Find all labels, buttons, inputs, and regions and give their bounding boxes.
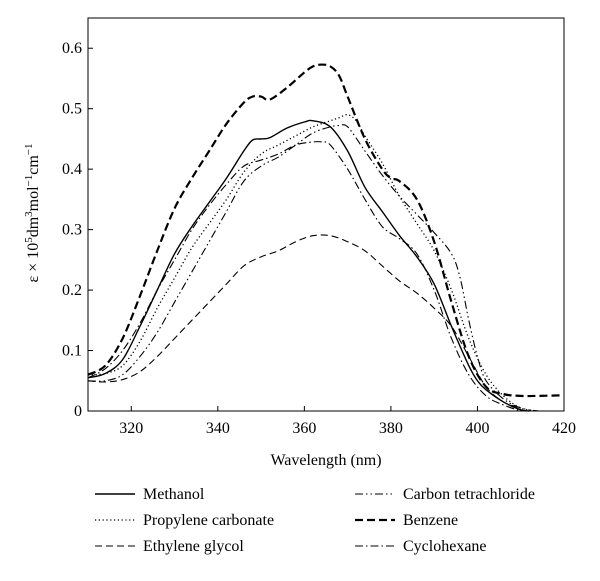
y-axis-title-exp4: −1: [23, 143, 35, 155]
series-line-carbon-tetrachloride: [87, 124, 539, 412]
legend-label-methanol: Methanol: [143, 486, 205, 503]
y-tick-label: 0.6: [62, 40, 82, 57]
y-axis-title-prefix: ε × 10: [25, 243, 42, 283]
y-tick-label: 0.1: [62, 343, 82, 360]
y-axis-title-exp3: −1: [23, 175, 35, 187]
y-axis-title-exp2: 3: [23, 211, 35, 217]
y-axis-title-mid2: mol: [25, 186, 42, 211]
x-tick-label: 380: [379, 420, 403, 437]
legend-label-cyclohexane: Cyclohexane: [403, 538, 487, 555]
y-axis-title-mid1: dm: [25, 216, 42, 237]
y-tick-label: 0: [74, 403, 82, 420]
y-tick-label: 0.5: [62, 101, 82, 118]
legend-label-ethylene-glycol: Ethylene glycol: [143, 538, 244, 555]
legend-label-propylene-carbonate: Propylene carbonate: [143, 512, 274, 529]
series-line-benzene: [87, 63, 565, 398]
x-tick-label: 360: [292, 420, 316, 437]
axis-ticks: 320 340 360 380 400 420 0 0.1 0.2 0.3 0.4 0.5 0.6: [62, 40, 576, 437]
legend-label-benzene: Benzene: [403, 512, 458, 529]
x-tick-label: 400: [465, 420, 489, 437]
series-layer: [87, 63, 565, 412]
y-axis-title-exp1: 5: [23, 237, 35, 243]
legend: Methanol Propylene carbonate Ethylene glyc…: [95, 486, 535, 555]
series-line-propylene-carbonate: [87, 114, 539, 412]
y-tick-label: 0.3: [62, 222, 82, 239]
series-line-ethylene-glycol: [87, 234, 521, 409]
series-line-cyclohexane: [87, 141, 521, 412]
y-tick-label: 0.2: [62, 282, 82, 299]
x-tick-label: 320: [119, 420, 143, 437]
legend-label-carbon-tetrachloride: Carbon tetrachloride: [403, 486, 535, 503]
y-axis-title: ε × 105dm3mol−1cm−1: [23, 143, 42, 282]
plot-frame: [87, 17, 565, 412]
y-tick-label: 0.4: [62, 161, 82, 178]
x-tick-label: 340: [206, 420, 230, 437]
x-tick-label: 420: [552, 420, 576, 437]
series-line-methanol: [87, 119, 530, 412]
x-axis-title: Wavelength (nm): [270, 452, 381, 469]
y-axis-title-mid3: cm: [25, 155, 42, 175]
